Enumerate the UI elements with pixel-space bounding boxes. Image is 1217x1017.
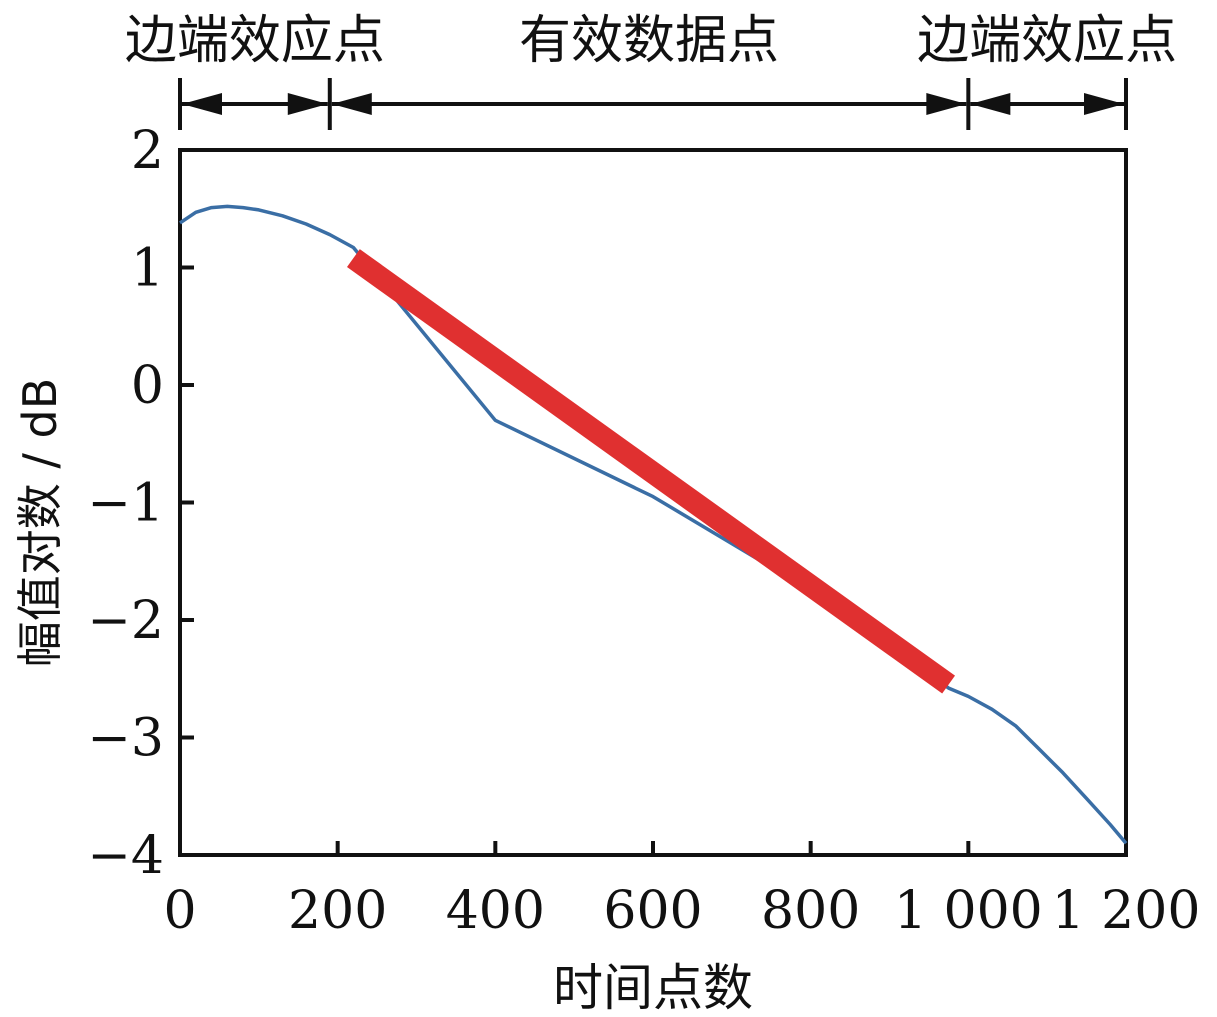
region-label: 边端效应点 (917, 11, 1177, 71)
valid-data-segment (346, 249, 956, 694)
y-tick-label: 0 (131, 356, 164, 416)
x-axis-label: 时间点数 (553, 959, 753, 1017)
region-span (970, 93, 1124, 115)
arrow-left-icon (182, 93, 222, 115)
x-axis: 0 200 400 600 800 1 000 1 200 (163, 841, 1200, 941)
y-tick-label: −4 (87, 826, 164, 886)
x-tick-label: 1 000 (894, 881, 1043, 941)
y-tick-label: −2 (87, 591, 164, 651)
y-tick-label: 2 (131, 121, 164, 181)
y-tick-label: 1 (131, 239, 164, 299)
x-tick-label: 0 (163, 881, 196, 941)
x-tick-label: 1 200 (1052, 881, 1201, 941)
arrow-right-icon (287, 93, 328, 115)
plot-frame (178, 148, 1128, 857)
series-layer (179, 204, 1128, 845)
y-axis: 2 1 0 −1 −2 −3 −4 (87, 121, 194, 886)
x-tick-label: 600 (603, 881, 702, 941)
region-label: 有效数据点 (519, 11, 779, 71)
region-label: 边端效应点 (125, 11, 385, 71)
arrow-right-icon (1084, 93, 1124, 115)
arrow-right-icon (926, 93, 967, 115)
arrow-left-icon (331, 93, 372, 115)
x-tick-label: 400 (446, 881, 545, 941)
region-annotations: 边端效应点 有效数据点 边端效应点 (125, 11, 1177, 130)
signal-curve (179, 204, 1128, 845)
y-tick-label: −1 (87, 474, 164, 534)
arrow-left-icon (970, 93, 1011, 115)
y-tick-label: −3 (87, 709, 164, 769)
region-span (331, 93, 967, 115)
x-tick-label: 200 (288, 881, 387, 941)
region-span (182, 93, 328, 115)
x-tick-label: 800 (761, 881, 860, 941)
y-axis-label: 幅值对数 / dB (13, 378, 67, 668)
